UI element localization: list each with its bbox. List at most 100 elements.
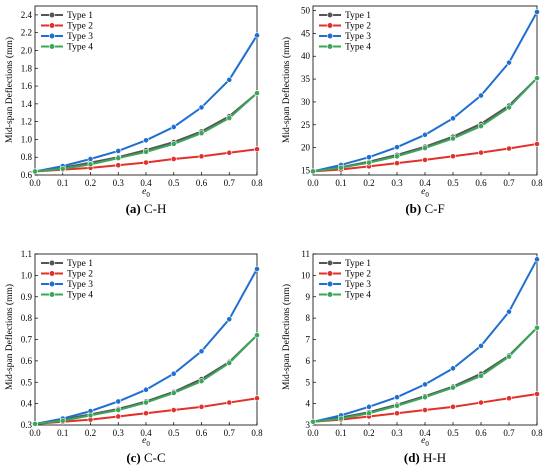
data-point-type-3 [143,137,149,144]
data-point-type-2 [506,145,512,152]
legend-label-type-3: Type 3 [67,32,93,42]
data-point-type-2 [170,156,177,162]
x-tick-label: 0.3 [391,428,403,438]
x-tick-label: 0.8 [531,428,543,438]
panel-a-plot: 0.0 0.1 0.2 0.3 0.4 0.5 0.6 0.7 0.8 0.6 0.8 1.0 1.2 1… [21,5,263,188]
legend-marker-type-4 [326,291,334,298]
legend-label-type-2: Type 2 [67,270,93,280]
x-tick-label: 0.4 [140,178,152,188]
panel-b-xlabel-base: e [421,187,425,197]
x-tick-label: 0.0 [29,428,41,438]
x-tick-label: 0.6 [196,178,208,188]
data-point-type-3 [394,394,400,401]
data-point-type-3 [170,124,177,130]
data-point-type-3 [478,343,484,349]
panel-a-xlabel-sub: 0 [146,191,150,199]
panel-c-ylabel: Mid-span Deflections (mm) [4,284,15,390]
legend-label-type-1: Type 1 [67,259,93,269]
y-tick-label: 8 [306,313,311,323]
data-point-type-2 [226,149,233,156]
y-tick-label: 1.4 [21,99,33,109]
y-tick-label: 0.6 [21,356,33,366]
x-tick-label: 0.6 [475,178,487,188]
panel-b-xlabel: e0 [421,187,429,199]
legend-marker-type-3 [48,280,56,288]
panel-b-caption: (b) C-F [405,201,444,216]
y-tick-label: 2.4 [21,10,33,20]
y-tick-label: 0.7 [21,335,33,345]
data-point-type-2 [115,162,122,169]
panel-a-ylabel: Mid-span Deflections (mm) [4,37,15,143]
panel-c-xlabel-sub: 0 [146,440,150,448]
data-point-type-2 [506,395,512,402]
data-point-type-4 [506,353,512,360]
data-point-type-4 [226,360,233,366]
panel-b: Mid-span Deflections (mm) e0 (b) C-F [281,37,445,216]
data-point-type-3 [143,386,149,393]
data-point-type-3 [254,266,260,272]
x-tick-label: 0.1 [57,428,68,438]
panel-c-xlabel-base: e [142,436,146,446]
panel-b-caption-tag: (b) [405,201,421,216]
data-point-type-2 [115,413,122,420]
y-tick-label: 25 [301,120,311,130]
data-point-type-4 [450,384,456,391]
data-point-type-2 [534,141,540,147]
legend-marker-type-2 [48,22,56,29]
data-point-type-4 [59,165,66,172]
y-tick-label: 2.2 [21,28,32,38]
data-point-type-4 [478,372,484,379]
x-tick-label: 0.5 [168,428,180,438]
y-tick-label: 0.8 [21,152,33,162]
y-tick-label: 0.9 [21,292,33,302]
data-point-type-4 [115,407,122,413]
y-tick-label: 1.1 [21,249,32,259]
data-point-type-2 [450,153,456,160]
data-point-type-3 [115,148,122,154]
x-tick-label: 0.5 [447,428,459,438]
legend-marker-type-4 [326,43,334,50]
panel-c-caption-text: C-C [144,450,166,465]
legend-marker-type-4 [48,43,56,50]
x-tick-label: 0.0 [307,428,319,438]
panel-d-caption: (d) H-H [404,450,446,465]
data-point-type-2 [254,146,260,153]
data-point-type-3 [254,32,260,39]
data-point-type-2 [422,157,428,163]
data-point-type-4 [198,130,205,137]
y-tick-label: 11 [301,249,310,259]
data-point-type-4 [115,155,122,161]
x-tick-label: 0.5 [447,178,459,188]
y-tick-label: 4 [306,399,311,409]
data-point-type-3 [506,59,512,66]
panel-d-xlabel-sub: 0 [425,440,429,448]
data-point-type-4 [506,104,512,111]
y-tick-label: 0.3 [21,420,33,430]
data-point-type-3 [534,256,540,263]
y-tick-label: 20 [301,143,311,153]
y-tick-label: 15 [301,165,311,175]
data-point-type-4 [226,115,233,121]
x-tick-label: 0.7 [503,178,515,188]
data-point-type-4 [450,135,456,142]
data-point-type-3 [366,154,372,161]
y-tick-label: 30 [301,97,311,107]
x-tick-label: 0.7 [224,428,236,438]
y-tick-label: 1.8 [21,63,33,73]
data-point-type-2 [422,407,428,413]
data-point-type-3 [115,398,122,405]
legend-label-type-3: Type 3 [67,280,93,290]
y-tick-label: 0.6 [21,170,33,180]
data-point-type-2 [450,403,456,410]
data-point-type-4 [338,415,344,422]
panel-d-xlabel: e0 [421,436,429,448]
data-point-type-3 [87,156,94,162]
y-tick-label: 1.0 [21,134,33,144]
panel-c-xlabel: e0 [142,436,150,448]
y-tick-label: 35 [301,74,311,84]
data-point-type-3 [478,92,484,99]
legend-label-type-1: Type 1 [67,11,93,21]
x-tick-label: 0.4 [419,428,431,438]
data-point-type-3 [422,131,428,138]
